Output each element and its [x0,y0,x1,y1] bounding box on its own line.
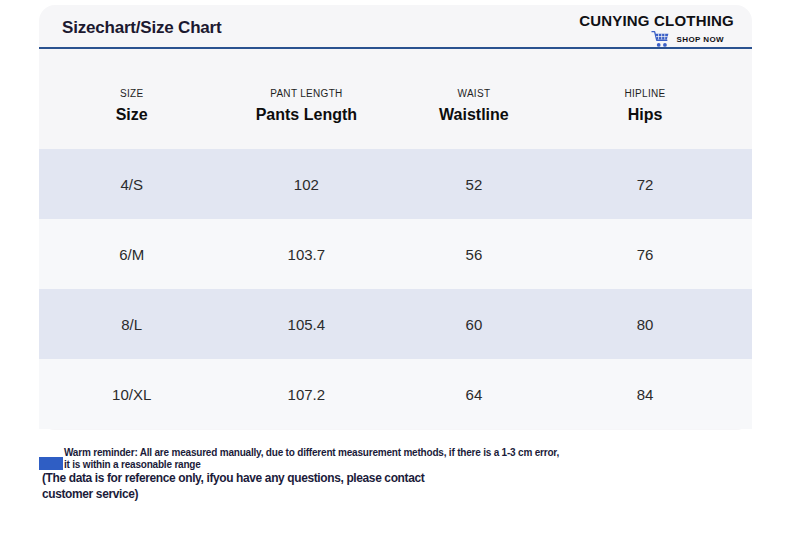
column-header-sub-label: WAIST [388,88,559,99]
reference-note-line2: customer service) [42,486,138,501]
table-row: 10/XL107.26484 [39,359,752,429]
table-body: 4/S10252726/M103.756768/L105.4608010/XL1… [39,149,752,429]
table-cell: 76 [559,246,730,263]
page-title: Sizechart/Size Chart [62,18,221,38]
column-header-sub-label: HIPLINE [559,88,730,99]
table-cell: 56 [388,246,559,263]
table-cell: 80 [559,316,730,333]
column-header-label: Hips [559,106,730,124]
card-header: Sizechart/Size Chart CUNYING CLOTHING SH… [39,5,752,49]
table-cell: 8/L [39,316,224,333]
table-row: 6/M103.75676 [39,219,752,289]
shopping-cart-icon [651,30,671,48]
table-cell: 102 [224,176,388,193]
table-cell: 64 [388,386,559,403]
table-cell: 84 [559,386,730,403]
table-header-row: SIZE SizePANT LENGTH Pants LengthWAIST Wais… [39,49,752,149]
table-cell: 60 [388,316,559,333]
table-cell: 105.4 [224,316,388,333]
table-cell: 6/M [39,246,224,263]
table-row: 4/S1025272 [39,149,752,219]
table-cell: 107.2 [224,386,388,403]
table-cell: 52 [388,176,559,193]
table-cell: 10/XL [39,386,224,403]
brand-name: CUNYING CLOTHING [579,12,734,29]
warm-reminder-line1: Warm reminder: All are measured manually… [64,447,559,458]
shop-now-label: SHOP NOW [676,35,724,44]
column-header-label: Waistline [388,106,559,124]
column-header-sub-label: SIZE [39,88,224,99]
reference-note-line1: (The data is for reference only, ifyou h… [42,470,424,485]
reminder-marker-icon [39,457,63,470]
table-row: 8/L105.46080 [39,289,752,359]
warm-reminder-line2: it is within a reasonable range [64,459,201,470]
column-header: PANT LENGTH Pants Length [224,74,388,124]
column-header: HIPLINE Hips [559,74,730,124]
table-cell: 103.7 [224,246,388,263]
table-cell: 72 [559,176,730,193]
brand-block: CUNYING CLOTHING SHOP NOW [579,12,734,48]
table-cell: 4/S [39,176,224,193]
size-chart-card: Sizechart/Size Chart CUNYING CLOTHING SH… [39,5,752,430]
column-header-label: Pants Length [224,106,388,124]
column-header: SIZE Size [39,74,224,124]
shop-now-button[interactable]: SHOP NOW [579,30,734,48]
column-header-sub-label: PANT LENGTH [224,88,388,99]
column-header-label: Size [39,106,224,124]
column-header: WAIST Waistline [388,74,559,124]
